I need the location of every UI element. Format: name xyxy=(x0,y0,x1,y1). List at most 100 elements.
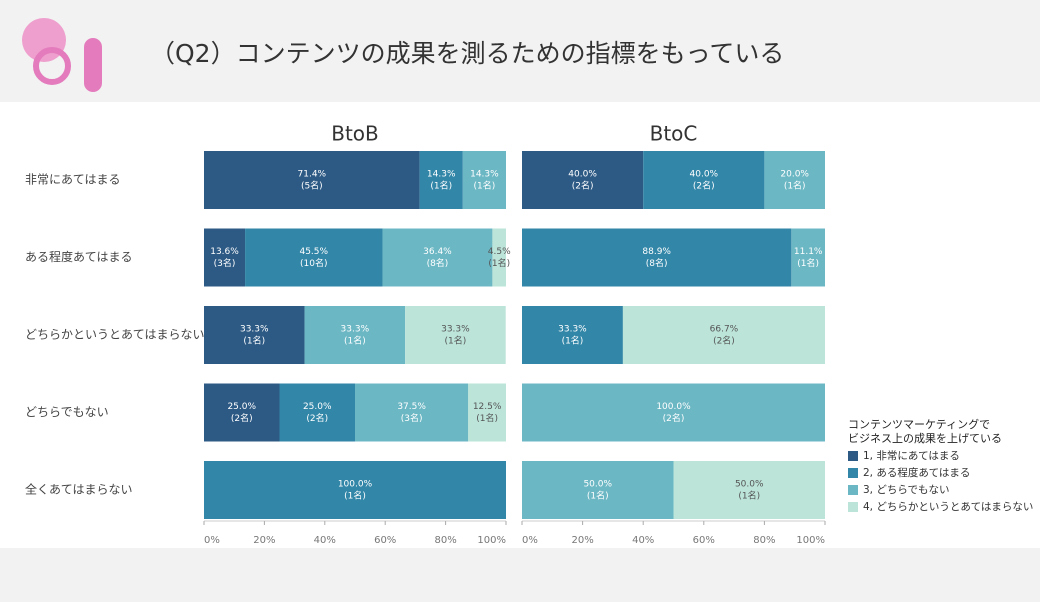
count-label: (1名) xyxy=(344,490,366,502)
category-label: 非常にあてはまる xyxy=(25,173,121,187)
x-tick-label: 0% xyxy=(522,535,538,546)
bar-segment xyxy=(382,228,493,287)
data-label: 66.7% xyxy=(710,325,739,335)
x-tick-label: 80% xyxy=(434,535,456,546)
data-label: 50.0% xyxy=(583,480,612,490)
legend-title: コンテンツマーケティングで xyxy=(848,417,990,431)
x-tick-label: 80% xyxy=(753,535,775,546)
x-tick-label: 40% xyxy=(314,535,336,546)
data-label: 40.0% xyxy=(690,170,719,180)
count-label: (1名) xyxy=(562,335,584,347)
bar-segment xyxy=(204,228,246,287)
count-label: (2名) xyxy=(713,335,735,347)
count-label: (8名) xyxy=(427,257,449,269)
legend-label: 2, ある程度あてはまる xyxy=(863,466,970,479)
x-tick-label: 0% xyxy=(204,535,220,546)
data-label: 25.0% xyxy=(303,402,332,412)
legend-label: 4, どちらかというとあてはまらない xyxy=(863,501,1033,513)
category-label: どちらでもない xyxy=(25,405,109,419)
count-label: (1名) xyxy=(476,412,498,424)
bar-segment xyxy=(204,383,280,442)
bar-segment xyxy=(764,151,825,209)
x-tick-label: 60% xyxy=(374,535,396,546)
x-tick-label: 60% xyxy=(693,535,715,546)
bar-segment xyxy=(468,383,506,442)
count-label: (2名) xyxy=(693,180,715,192)
count-label: (1名) xyxy=(344,335,366,347)
data-label: 50.0% xyxy=(735,480,764,490)
count-label: (2名) xyxy=(306,412,328,424)
count-label: (2名) xyxy=(572,180,594,192)
x-tick-label: 100% xyxy=(477,535,506,546)
data-label: 12.5% xyxy=(473,402,502,412)
panel-title: BtoB xyxy=(331,122,379,146)
logo xyxy=(22,18,102,92)
data-label: 20.0% xyxy=(780,170,809,180)
data-label: 45.5% xyxy=(299,247,328,257)
count-label: (3名) xyxy=(214,257,236,269)
bar-segment xyxy=(522,461,674,519)
count-label: (1名) xyxy=(430,180,452,192)
count-label: (2名) xyxy=(663,412,685,424)
count-label: (1名) xyxy=(738,490,760,502)
bar-segment xyxy=(492,228,506,287)
data-label: 100.0% xyxy=(656,402,691,412)
legend-swatch xyxy=(848,485,858,495)
category-label: 全くあてはまらない xyxy=(25,482,133,497)
count-label: (1名) xyxy=(587,490,609,502)
count-label: (1名) xyxy=(474,180,496,192)
logo-ring xyxy=(33,47,71,85)
legend-title: ビジネス上の成果を上げている xyxy=(848,432,1002,445)
x-tick-label: 20% xyxy=(571,535,593,546)
data-label: 40.0% xyxy=(568,170,597,180)
data-label: 71.4% xyxy=(298,170,327,180)
data-label: 14.3% xyxy=(427,170,456,180)
data-label: 14.3% xyxy=(470,170,499,180)
bar-segment xyxy=(204,306,305,364)
data-label: 37.5% xyxy=(397,402,426,412)
data-label: 33.3% xyxy=(240,325,269,335)
data-label: 25.0% xyxy=(227,402,256,412)
bar-segment xyxy=(643,151,765,209)
bar-segment xyxy=(355,383,469,442)
count-label: (1名) xyxy=(445,335,467,347)
bar-segment xyxy=(522,151,644,209)
data-label: 100.0% xyxy=(338,480,373,490)
legend-swatch xyxy=(848,451,858,461)
data-label: 33.3% xyxy=(341,325,370,335)
bar-segment xyxy=(522,383,825,442)
count-label: (8名) xyxy=(646,257,668,269)
count-label: (1名) xyxy=(797,257,819,269)
count-label: (1名) xyxy=(488,257,510,269)
data-label: 11.1% xyxy=(794,247,823,257)
category-label: どちらかというとあてはまらない xyxy=(25,328,205,342)
bar-segment xyxy=(522,228,792,287)
data-label: 33.3% xyxy=(558,325,587,335)
category-label: ある程度あてはまる xyxy=(25,249,133,264)
bar-segment xyxy=(622,306,825,364)
bar-segment xyxy=(204,151,420,209)
legend-swatch xyxy=(848,502,858,512)
data-label: 33.3% xyxy=(441,325,470,335)
count-label: (1名) xyxy=(784,180,806,192)
x-tick-label: 20% xyxy=(253,535,275,546)
count-label: (5名) xyxy=(301,180,323,192)
bar-segment xyxy=(245,228,383,287)
x-tick-label: 40% xyxy=(632,535,654,546)
count-label: (3名) xyxy=(401,412,423,424)
legend-swatch xyxy=(848,468,858,478)
data-label: 13.6% xyxy=(210,247,239,257)
data-label: 4.5% xyxy=(488,247,511,257)
bar-segment xyxy=(204,461,506,519)
bar-segment xyxy=(791,228,825,287)
data-label: 36.4% xyxy=(423,247,452,257)
legend-label: 3, どちらでもない xyxy=(863,484,950,496)
bar-segment xyxy=(304,306,406,364)
legend-label: 1, 非常にあてはまる xyxy=(863,449,960,462)
page-title: （Q2）コンテンツの成果を測るための指標をもっている xyxy=(150,39,784,68)
count-label: (10名) xyxy=(300,257,327,269)
bar-segment xyxy=(673,461,825,519)
data-label: 88.9% xyxy=(642,247,671,257)
count-label: (1名) xyxy=(243,335,265,347)
